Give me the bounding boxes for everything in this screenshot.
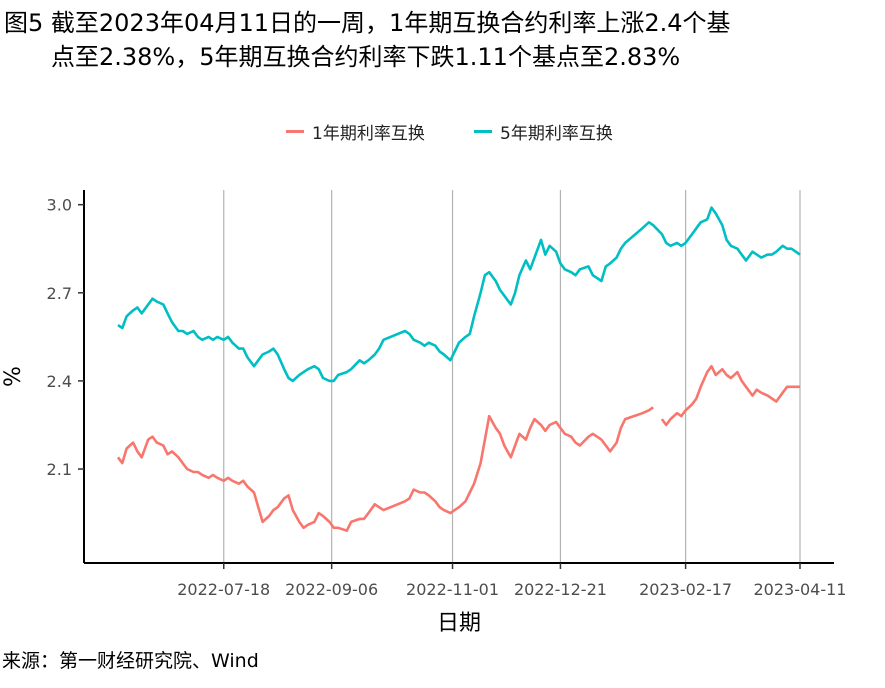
- legend-key-5y: [474, 129, 492, 133]
- legend-label-1y: 1年期利率互换: [312, 123, 425, 144]
- x-tick-label: 2022-12-21: [514, 580, 607, 599]
- x-tick-label: 2022-07-18: [177, 580, 270, 599]
- x-axis-title: 日期: [437, 611, 481, 636]
- y-axis-title: %: [1, 366, 26, 387]
- legend-item-5y: 5年期利率互换: [474, 116, 613, 146]
- x-tick-label: 2023-02-17: [639, 580, 732, 599]
- chart-title-line-2: 点至2.38%，5年期互换合约利率下跌1.11个基点至2.83%: [51, 43, 681, 71]
- y-tick-label: 3.0: [47, 196, 72, 215]
- source-note: 来源：第一财经研究院、Wind: [2, 650, 259, 672]
- legend-key-1y: [286, 129, 304, 133]
- legend-label-5y: 5年期利率互换: [500, 123, 613, 144]
- chart-title-line-1: 图5 截至2023年04月11日的一周，1年期互换合约利率上涨2.4个基: [4, 9, 731, 37]
- series-line-1y: [116, 364, 800, 532]
- chart-legend: 1年期利率互换 5年期利率互换: [0, 116, 885, 146]
- series-line-5y: [117, 206, 801, 383]
- chart-title: 图5 截至2023年04月11日的一周，1年期互换合约利率上涨2.4个基 点至2…: [4, 6, 882, 74]
- x-tick-label: 2023-04-11: [754, 580, 847, 599]
- y-tick-label: 2.4: [47, 372, 72, 391]
- x-tick-label: 2022-11-01: [406, 580, 499, 599]
- legend-item-1y: 1年期利率互换: [286, 116, 425, 146]
- y-tick-label: 2.7: [47, 284, 72, 303]
- x-tick-label: 2022-09-06: [285, 580, 378, 599]
- y-tick-label: 2.1: [47, 460, 72, 479]
